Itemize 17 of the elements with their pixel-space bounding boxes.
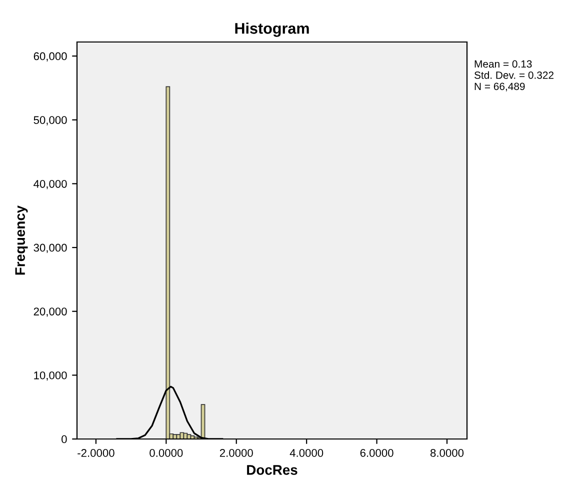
y-tick-label: 60,000: [34, 52, 67, 62]
y-tick-label: 40,000: [34, 180, 67, 190]
x-tick-label: 2.0000: [220, 449, 253, 457]
text: Mean = 0.13 Std. Dev. = 0.322 N = 66,489: [474, 60, 554, 92]
chart-title: Histogram: [235, 22, 309, 37]
x-tick-label: 8.0000: [430, 449, 464, 457]
y-tick-label: 50,000: [34, 116, 67, 126]
y-tick-label: 0: [62, 435, 67, 444]
x-axis-title: DocRes: [247, 465, 298, 475]
x-tick-label: 6.0000: [360, 449, 394, 457]
x-tick-label: 0.0000: [150, 449, 183, 457]
x-tick-label: 4.0000: [290, 449, 324, 457]
y-tick-label: 10,000: [34, 371, 67, 381]
y-tick-label: 20,000: [34, 308, 67, 317]
x-tick-label: -2.0000: [78, 449, 114, 457]
y-tick-label: 30,000: [34, 244, 67, 253]
y-axis-title: Frequency: [15, 205, 28, 275]
